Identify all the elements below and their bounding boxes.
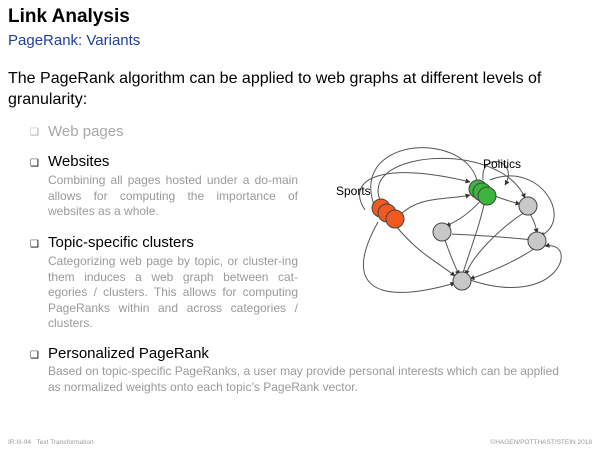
edge-curve (399, 193, 471, 216)
other-node (527, 231, 547, 251)
slide-title: Link Analysis (8, 6, 130, 27)
item-title-web-pages: Web pages (48, 123, 124, 140)
bullet-icon: ❑ (30, 127, 39, 138)
edge-curve (469, 242, 562, 288)
item-title-topic-clusters: Topic-specific clusters (48, 234, 194, 251)
sports-node (385, 209, 405, 229)
other-node (432, 222, 452, 242)
bullet-icon: ❑ (30, 239, 39, 250)
politics-node (477, 186, 497, 206)
graph-nodes (371, 179, 547, 291)
label-sports: Sports (336, 184, 371, 198)
bullet-icon: ❑ (30, 350, 39, 361)
footer-topic: Text Transformation (36, 439, 94, 446)
graph-edges (359, 147, 562, 293)
label-politics: Politics (483, 157, 521, 171)
edge-curve (377, 157, 526, 201)
bullet-icon: ❑ (30, 158, 39, 169)
edge-curve (461, 199, 487, 277)
edge-curve (464, 211, 526, 276)
footer-course: IR:III-94 Text Transformation (8, 439, 94, 446)
item-desc-personalized-pagerank: Based on topic-specific PageRanks, a use… (48, 364, 559, 394)
edge-curve (469, 247, 536, 280)
edge-curve (370, 147, 480, 206)
edge-curve (359, 172, 471, 211)
item-title-personalized-pagerank: Personalized PageRank (48, 345, 209, 362)
edge-curve (489, 175, 555, 237)
other-node (518, 196, 538, 216)
slide-subtitle: PageRank: Variants (8, 32, 141, 49)
edge-curve (482, 161, 510, 186)
footer-copyright: ©HAGEN/POTTHAST/STEIN 2018 (490, 439, 592, 446)
other-node (452, 271, 472, 291)
edge-curve (451, 233, 533, 242)
item-desc-websites: Combining all pages hosted under a do-ma… (48, 173, 298, 218)
edge-curve (362, 221, 456, 293)
edge-curve (394, 224, 456, 277)
footer-course-code: IR:III-94 (8, 439, 32, 446)
item-title-websites: Websites (48, 153, 110, 170)
edge-curve (494, 195, 521, 206)
item-desc-topic-clusters: Categorizing web page by topic, or clust… (48, 254, 298, 330)
intro-text: The PageRank algorithm can be applied to… (8, 70, 542, 108)
edge-curve (529, 213, 539, 234)
